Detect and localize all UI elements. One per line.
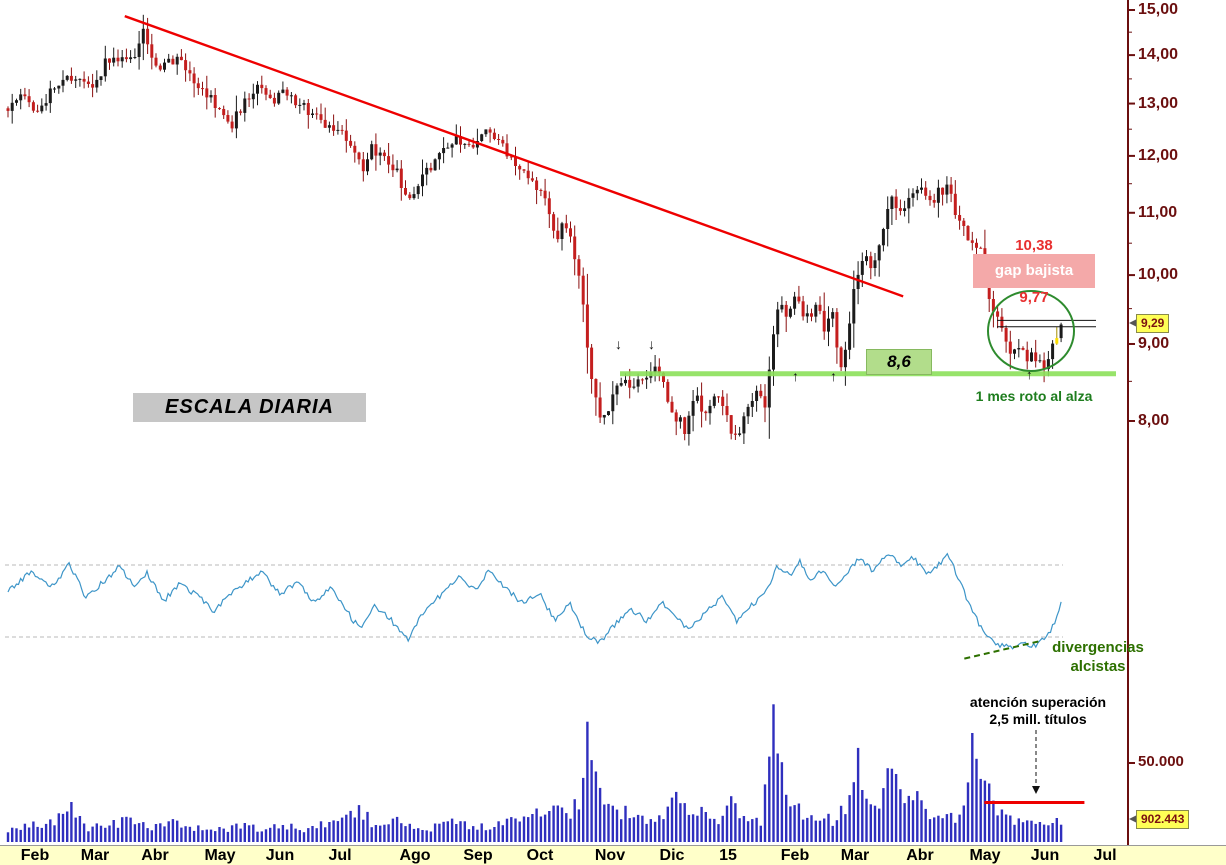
volume-note-line2: 2,5 mill. títulos — [989, 711, 1087, 727]
x-axis-month-label: Jul — [328, 847, 352, 864]
gap-upper-price: 10,38 — [1015, 237, 1053, 254]
price-axis-label: 10,00 — [1138, 266, 1179, 284]
x-axis-month-label: Ago — [399, 847, 431, 864]
scale-label: ESCALA DIARIA — [133, 393, 366, 422]
price-axis-label: 12,00 — [1138, 146, 1179, 164]
up-arrow-icon: ↑ — [830, 368, 837, 384]
down-arrow-icon: ↓ — [615, 336, 622, 352]
volume-axis-label: 50.000 — [1138, 753, 1184, 770]
gap-lower-price: 9,77 — [1019, 289, 1049, 306]
price-axis-label: 11,00 — [1138, 203, 1178, 221]
x-axis-month-label: 15 — [719, 847, 737, 864]
gap-bajista-box: gap bajista — [973, 254, 1095, 288]
x-axis-month-label: Dic — [659, 847, 685, 864]
divergence-note-line2: alcistas — [1070, 658, 1126, 675]
x-axis-month-label: May — [969, 847, 1001, 864]
price-axis-label: 13,00 — [1138, 94, 1179, 112]
x-axis-month-label: Jul — [1093, 847, 1117, 864]
price-axis-label: 14,00 — [1138, 46, 1179, 64]
last-volume-tag: 902.443 — [1136, 810, 1190, 829]
x-axis-month-label: May — [204, 847, 236, 864]
x-axis-month-label: Nov — [594, 847, 626, 864]
up-arrow-icon: ↑ — [792, 368, 799, 384]
down-arrow-icon: ↓ — [648, 336, 655, 352]
x-axis-month-label: Jun — [1030, 847, 1060, 864]
x-axis-month-label: Abr — [141, 847, 169, 864]
price-axis-label: 8,00 — [1138, 411, 1170, 429]
x-axis-month-label: Mar — [840, 847, 870, 864]
x-axis-month-label: Mar — [80, 847, 110, 864]
price-axis-label: 15,00 — [1138, 1, 1179, 18]
up-arrow-icon: ↑ — [1026, 367, 1033, 382]
support-level-box: 8,6 — [866, 349, 932, 375]
price-axis-label: 9,00 — [1138, 334, 1170, 352]
x-axis-month-label: Abr — [906, 847, 934, 864]
breakout-note: 1 mes roto al alza — [975, 388, 1093, 404]
x-axis-strip: Feb Mar Abr May Jun Jul Ago Sep Oct Nov Dic 15 Feb Ma… — [0, 845, 1226, 865]
x-axis-month-label: Sep — [463, 847, 493, 864]
divergence-note-line1: divergencias — [1052, 639, 1144, 656]
last-price-tag: 9,29 — [1136, 314, 1170, 333]
x-axis-month-label: Feb — [20, 847, 50, 864]
volume-note-line1: atención superación — [969, 694, 1107, 710]
x-axis-month-label: Oct — [526, 847, 554, 864]
x-axis-month-label: Feb — [780, 847, 810, 864]
x-axis-month-label: Jun — [265, 847, 295, 864]
